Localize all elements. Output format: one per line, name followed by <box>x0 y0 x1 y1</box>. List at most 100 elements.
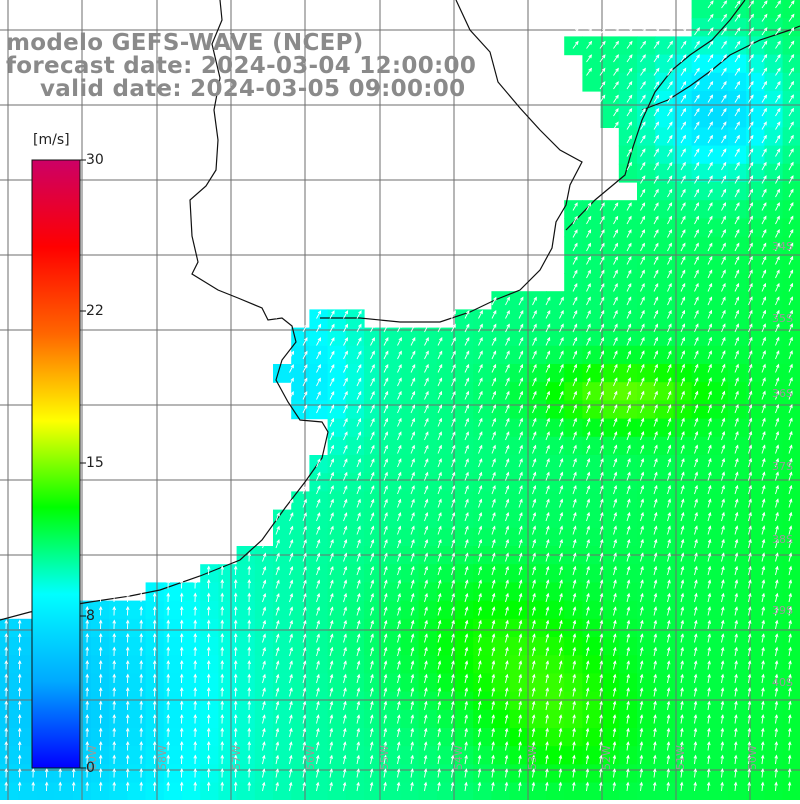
wind-cell <box>783 637 800 656</box>
wind-cell <box>419 455 438 474</box>
wind-cell <box>510 473 529 492</box>
wind-cell <box>601 400 620 419</box>
wind-cell <box>655 783 674 800</box>
wind-cell <box>783 400 800 419</box>
wind-cell <box>528 692 547 711</box>
wind-cell <box>473 601 492 620</box>
wind-cell <box>692 764 711 783</box>
wind-cell <box>746 473 765 492</box>
wind-cell <box>692 510 711 529</box>
wind-cell <box>582 218 601 237</box>
latitude-label: 35S <box>772 312 793 325</box>
colorbar-gradient <box>32 160 80 768</box>
colorbar <box>32 160 86 768</box>
wind-cell <box>746 400 765 419</box>
wind-cell <box>728 91 747 110</box>
wind-cell <box>473 510 492 529</box>
wind-cell <box>582 55 601 74</box>
wind-cell <box>764 491 783 510</box>
wind-cell <box>346 637 365 656</box>
wind-cell <box>346 473 365 492</box>
wind-cell <box>528 728 547 747</box>
wind-cell <box>400 783 419 800</box>
wind-cell <box>637 309 656 328</box>
wind-cell <box>710 291 729 310</box>
wind-cell <box>692 109 711 128</box>
wind-cell <box>582 309 601 328</box>
wind-cell <box>582 400 601 419</box>
wind-cell <box>601 710 620 729</box>
wind-cell <box>582 655 601 674</box>
wind-cell <box>200 764 219 783</box>
wind-cell <box>218 637 237 656</box>
wind-cell <box>764 200 783 219</box>
wind-cell <box>728 746 747 765</box>
wind-cell <box>291 601 310 620</box>
wind-cell <box>109 728 128 747</box>
wind-cell <box>783 146 800 165</box>
wind-cell <box>255 564 274 583</box>
wind-cell <box>655 673 674 692</box>
wind-cell <box>109 692 128 711</box>
wind-cell <box>309 510 328 529</box>
wind-cell <box>528 291 547 310</box>
wind-cell <box>182 783 201 800</box>
wind-cell <box>346 582 365 601</box>
wind-cell <box>564 491 583 510</box>
wind-cell <box>419 655 438 674</box>
wind-cell <box>328 473 347 492</box>
wind-cell <box>728 582 747 601</box>
wind-cell <box>309 582 328 601</box>
wind-cell <box>127 655 146 674</box>
wind-cell <box>109 710 128 729</box>
wind-cell <box>200 582 219 601</box>
wind-cell <box>473 710 492 729</box>
wind-cell <box>764 510 783 529</box>
wind-cell <box>455 510 474 529</box>
wind-cell <box>0 655 19 674</box>
wind-cell <box>400 346 419 365</box>
wind-cell <box>346 619 365 638</box>
wind-cell <box>510 582 529 601</box>
wind-cell <box>710 346 729 365</box>
wind-cell <box>601 346 620 365</box>
wind-cell <box>455 528 474 547</box>
wind-cell <box>528 364 547 383</box>
wind-cell <box>491 582 510 601</box>
wind-cell <box>419 710 438 729</box>
wind-cell <box>346 673 365 692</box>
wind-cell <box>528 528 547 547</box>
wind-cell <box>637 419 656 438</box>
wind-cell <box>582 673 601 692</box>
wind-cell <box>273 564 292 583</box>
wind-cell <box>291 637 310 656</box>
wind-cell <box>637 473 656 492</box>
latitude-label: 38S <box>772 533 793 546</box>
wind-cell <box>655 582 674 601</box>
wind-cell <box>637 746 656 765</box>
wind-cell <box>419 400 438 419</box>
wind-cell <box>564 36 583 55</box>
wind-cell <box>564 655 583 674</box>
wind-cell <box>309 382 328 401</box>
wind-cell <box>764 55 783 74</box>
wind-cell <box>546 637 565 656</box>
wind-cell <box>764 564 783 583</box>
wind-cell <box>655 655 674 674</box>
wind-cell <box>728 783 747 800</box>
wind-cell <box>728 55 747 74</box>
wind-cell <box>164 710 183 729</box>
wind-cell <box>637 364 656 383</box>
wind-cell <box>655 528 674 547</box>
wind-cell <box>291 582 310 601</box>
wind-cell <box>455 364 474 383</box>
wind-cell <box>637 237 656 256</box>
wind-cell <box>419 582 438 601</box>
wind-cell <box>692 18 711 37</box>
wind-arrow <box>641 28 646 35</box>
wind-cell <box>400 400 419 419</box>
wind-cell <box>728 182 747 201</box>
wind-cell <box>546 692 565 711</box>
wind-cell <box>637 382 656 401</box>
